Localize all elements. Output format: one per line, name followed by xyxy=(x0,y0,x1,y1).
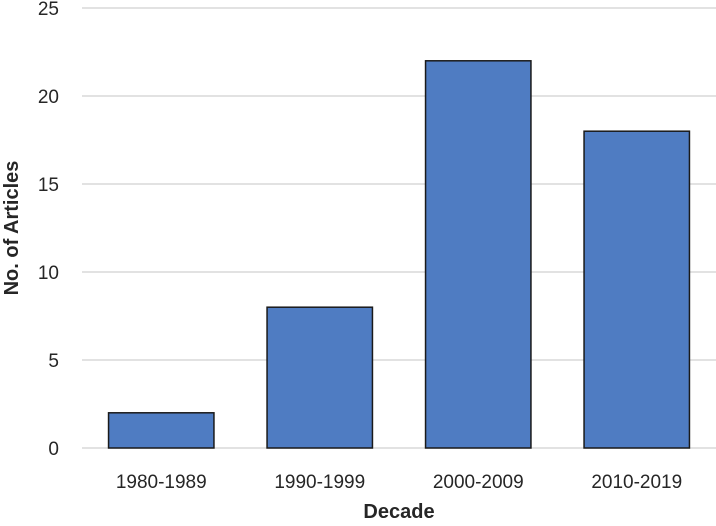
bar-1980-1989 xyxy=(107,412,215,449)
x-tick-label: 2000-2009 xyxy=(433,472,524,493)
y-tick-label: 15 xyxy=(38,175,59,196)
x-axis-tick-labels: 1980-1989 1990-1999 2000-2009 2010-2019 xyxy=(116,472,682,493)
y-axis-title: No. of Articles xyxy=(1,161,23,296)
bar-1990-1999 xyxy=(266,306,374,449)
bar-2010-2019 xyxy=(583,130,691,449)
bar-2000-2009 xyxy=(424,60,532,449)
x-tick-label: 2010-2019 xyxy=(591,472,682,493)
bars xyxy=(107,60,691,449)
x-tick-label: 1980-1989 xyxy=(116,472,207,493)
y-axis-tick-labels: 0 5 10 15 20 25 xyxy=(38,0,59,460)
y-tick-label: 25 xyxy=(38,0,59,20)
y-tick-label: 20 xyxy=(38,87,59,108)
x-axis-title: Decade xyxy=(363,501,434,523)
x-tick-label: 1990-1999 xyxy=(274,472,365,493)
y-tick-label: 10 xyxy=(38,263,59,284)
y-tick-label: 5 xyxy=(48,351,59,372)
y-tick-label: 0 xyxy=(48,439,59,460)
